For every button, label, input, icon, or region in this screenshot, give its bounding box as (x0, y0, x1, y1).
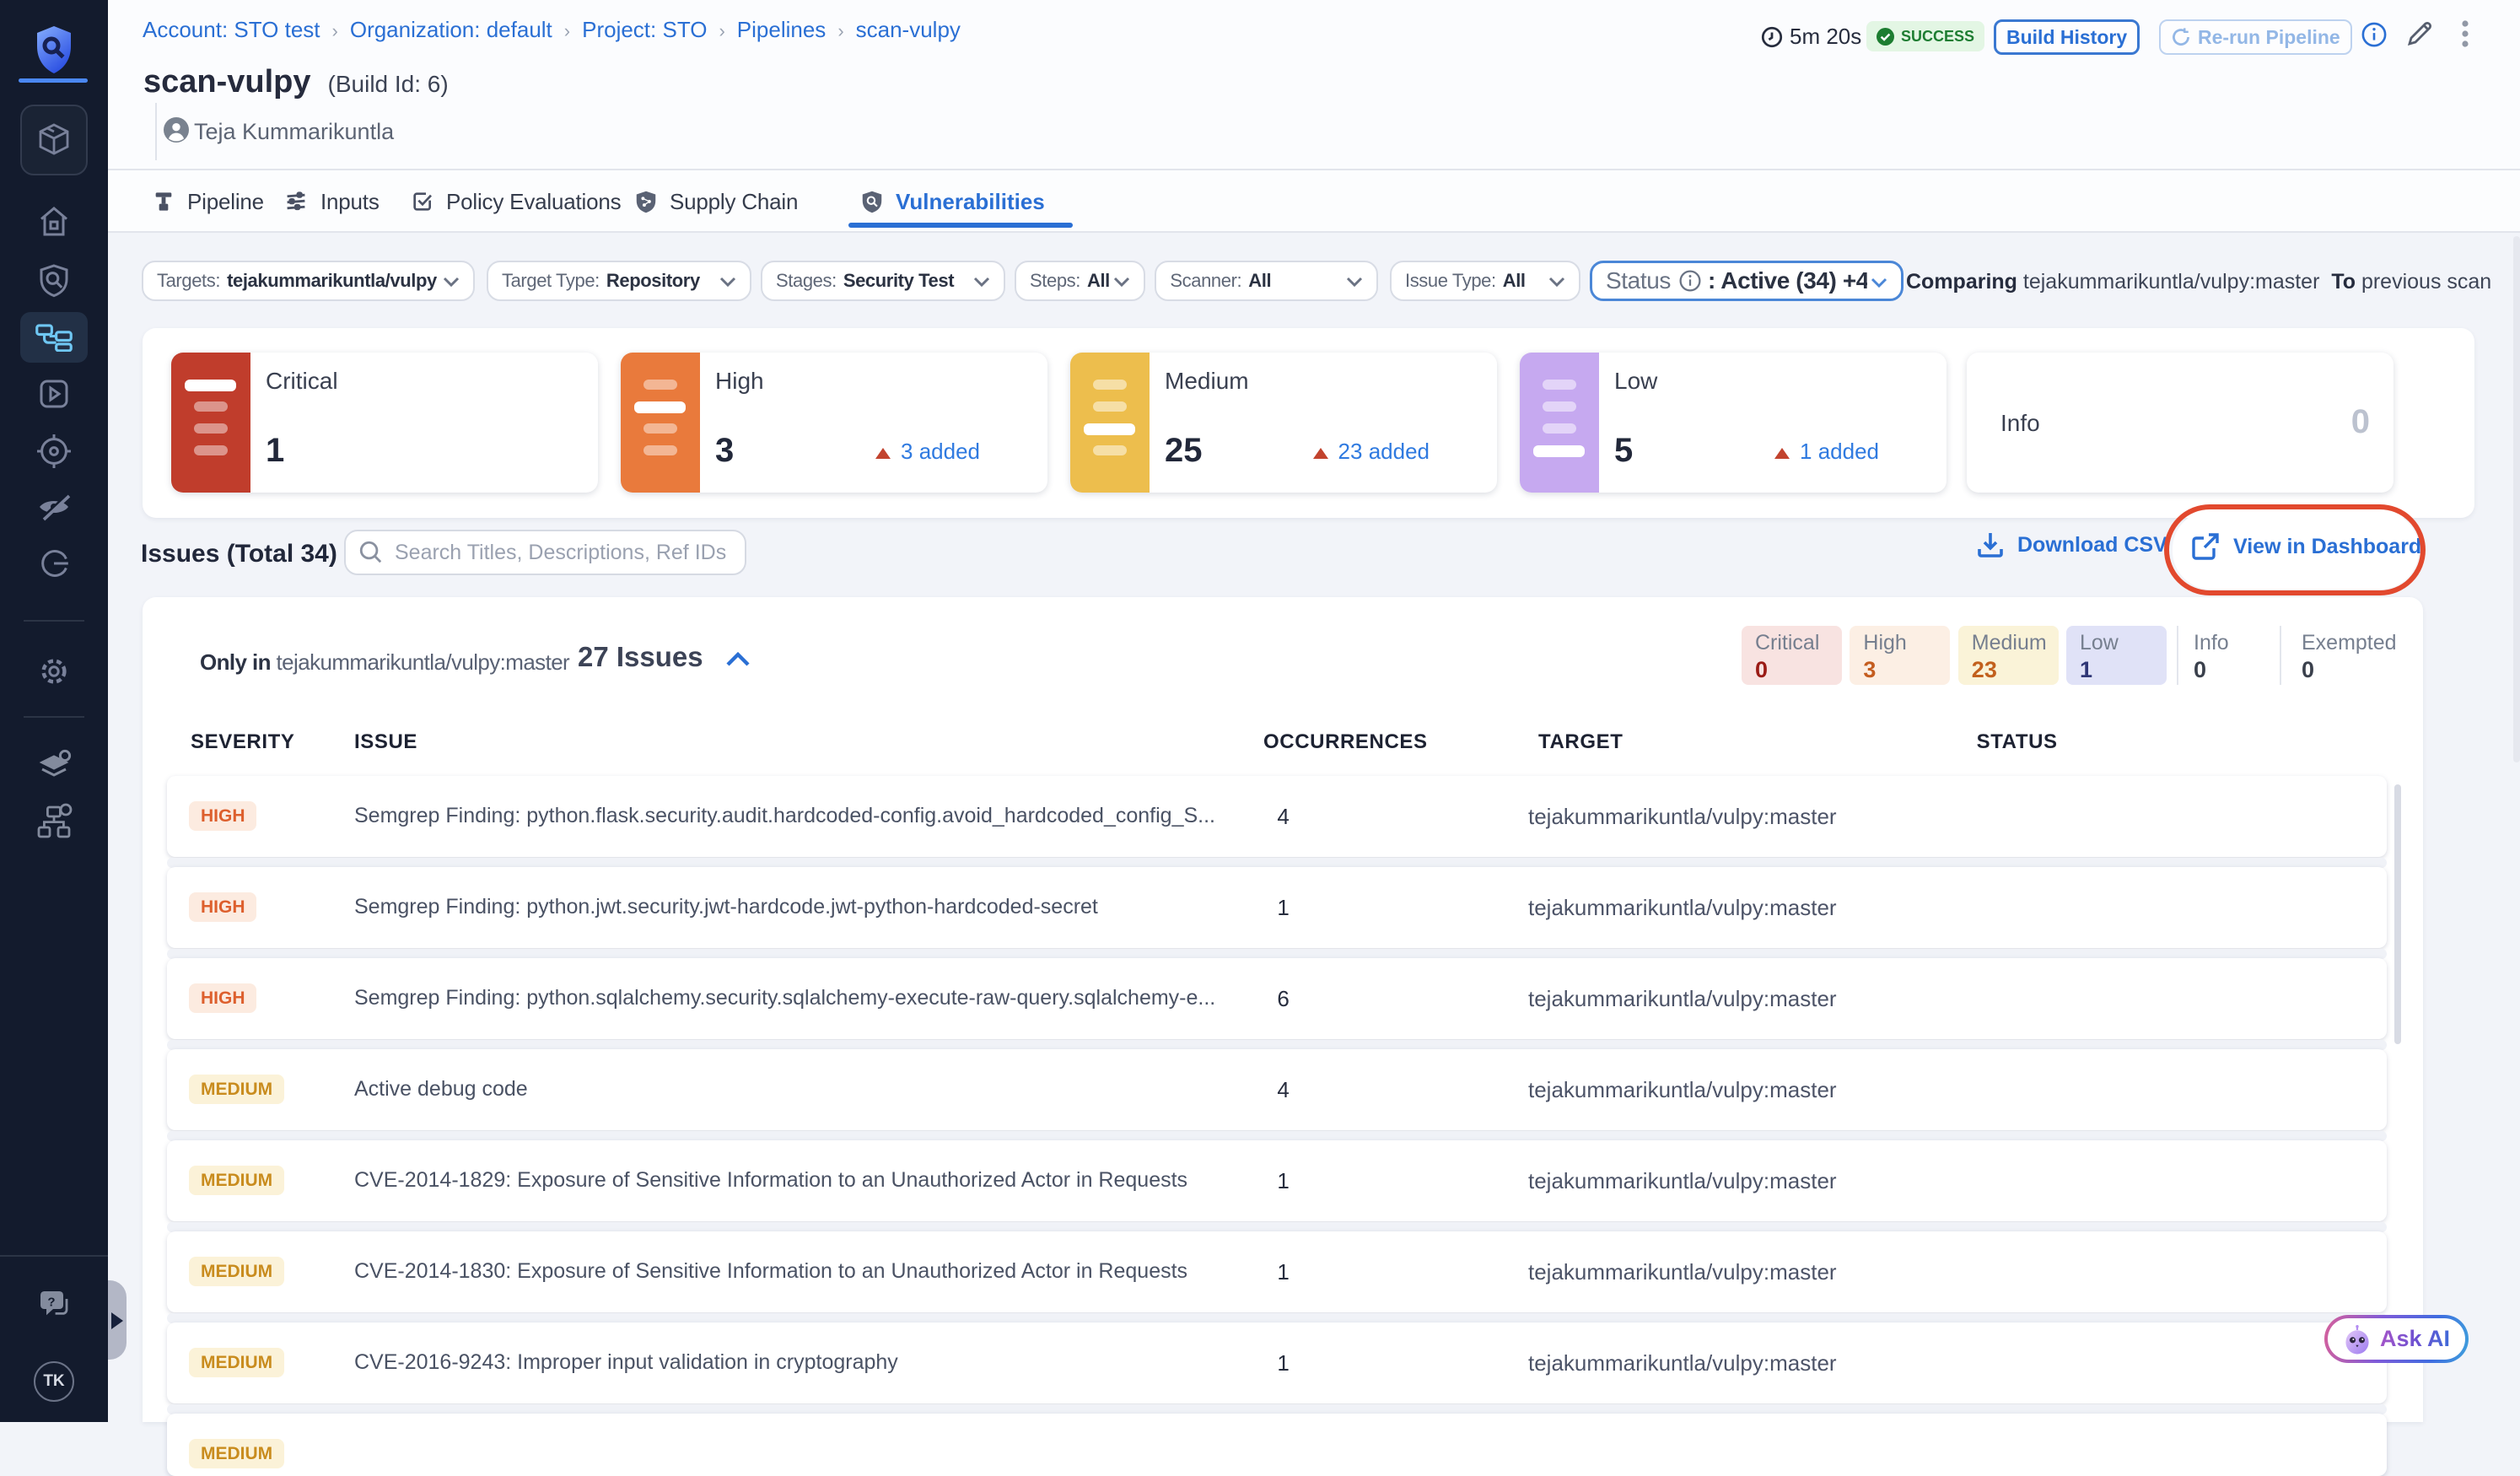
svg-text:?: ? (47, 1295, 55, 1309)
